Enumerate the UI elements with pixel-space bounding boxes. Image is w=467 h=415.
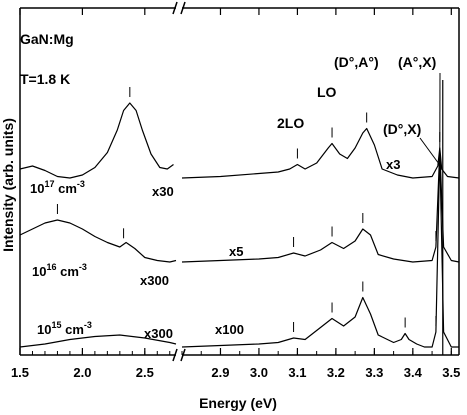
spectrum-curve-0-r <box>181 127 460 179</box>
spectrum-curve-1-r <box>181 148 460 263</box>
peak-label-d0a0: (D°,A°) <box>334 54 379 70</box>
concentration-label-1e16: 1016 cm-3 <box>32 262 87 279</box>
multiplier-left-1e17: x30 <box>152 184 174 199</box>
x-tick-label: 3.1 <box>288 365 306 380</box>
x-tick-label: 3.3 <box>365 365 383 380</box>
x-axis-label: Energy (eV) <box>199 395 277 411</box>
x-tick-label: 2.0 <box>73 365 91 380</box>
multiplier-right-1e16: x5 <box>229 244 243 259</box>
x-tick-label: 3.5 <box>442 365 460 380</box>
peak-label-2lo: 2LO <box>277 115 304 131</box>
d0x-pointer-line <box>419 137 441 166</box>
multiplier-left-1e16: x300 <box>140 273 169 288</box>
peak-markers <box>56 72 444 355</box>
peak-label-lo: LO <box>317 84 337 100</box>
temperature-label: T=1.8 K <box>20 71 70 87</box>
x-tick-label: 3.4 <box>404 365 423 380</box>
multiplier-right-1e17: x3 <box>386 157 400 172</box>
peak-label-d0x: (D°,X) <box>383 121 421 137</box>
concentration-label-1e15: 1015 cm-3 <box>37 320 92 337</box>
x-tick-label: 2.9 <box>211 365 229 380</box>
x-tick-label: 3.0 <box>250 365 268 380</box>
spectra-curves <box>19 102 460 348</box>
x-tick-label: 2.5 <box>136 365 154 380</box>
tick-labels: 1.5 2.0 2.5 2.9 3.0 3.1 3.2 3.3 3.4 3.5 <box>11 8 460 380</box>
multiplier-left-1e15: x300 <box>144 326 173 341</box>
y-axis-label: Intensity (arb. units) <box>0 118 16 252</box>
peak-label-a0x: (A°,X) <box>398 54 436 70</box>
axes <box>19 1 460 362</box>
x-tick-label: 1.5 <box>11 365 29 380</box>
spectrum-curve-0-l <box>19 102 174 179</box>
axis-break-top <box>172 1 186 15</box>
multiplier-right-1e15: x100 <box>215 322 244 337</box>
axis-break-bottom <box>172 348 186 362</box>
spectrum-curve-2-l <box>19 334 177 348</box>
concentration-label-1e17: 1017 cm-3 <box>30 179 85 196</box>
sample-label: GaN:Mg <box>20 31 74 47</box>
spectrum-curve-1-l <box>19 219 177 263</box>
x-tick-label: 3.2 <box>327 365 345 380</box>
spectrum-curve-2-r <box>181 151 459 348</box>
